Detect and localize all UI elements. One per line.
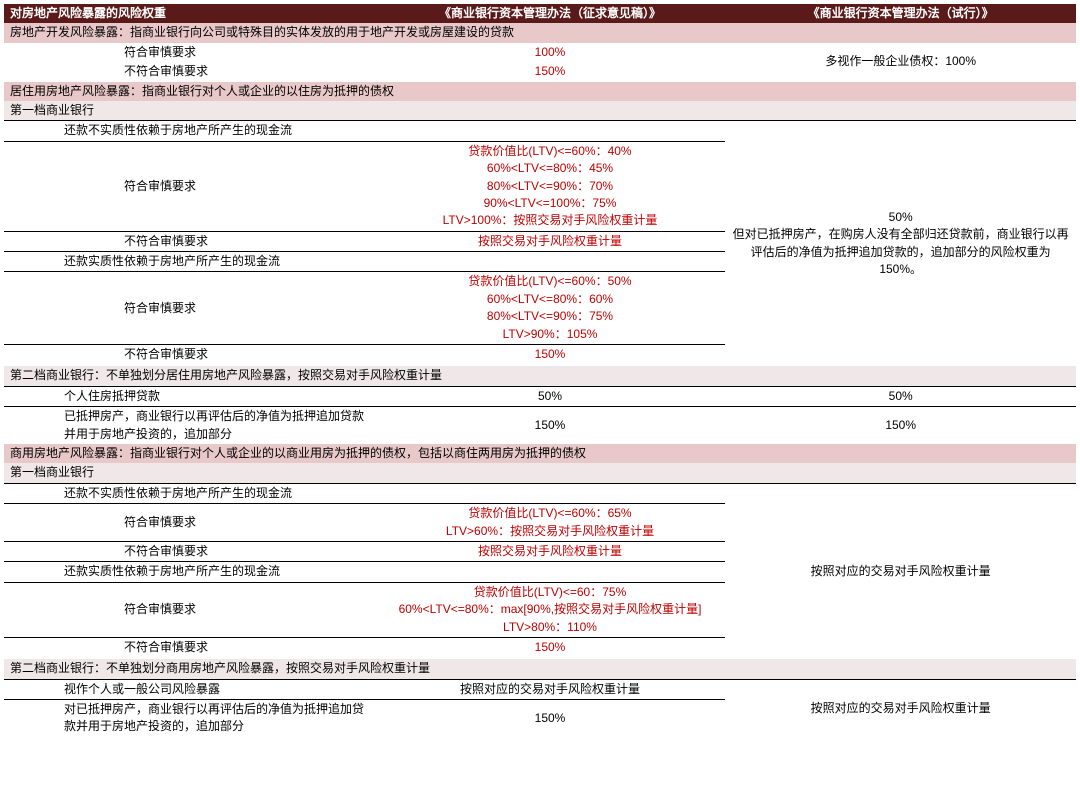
cell-c6-v1: 150%: [375, 700, 726, 737]
cell-c4-v1: 150%: [375, 637, 726, 657]
cell-c6-label: 对已抵押房产，商业银行以再评估后的净值为抵押追加贷款并用于房地产投资的，追加部分: [4, 700, 375, 737]
row-tier2-bank-res: 第二档商业银行：不单独划分居住用房地产风险暴露，按照交易对手风险权重计量: [4, 366, 1076, 386]
cell-b5-v1: 50%: [375, 386, 726, 406]
hdr-col2: 《商业银行资本管理办法（征求意见稿）》: [375, 4, 726, 23]
section-dev-title: 房地产开发风险暴露：指商业银行向公司或特殊目的实体发放的用于地产开发或房屋建设的…: [4, 23, 1076, 42]
row-b-sub1: 还款不实质性依赖于房地产所产生的现金流 50% 但对已抵押房产，在购房人没有全部…: [4, 121, 1076, 141]
section-com-title: 商用房地产风险暴露：指商业银行对个人或企业的以商业用房为抵押的债权，包括以商住两…: [4, 444, 1076, 463]
cell-b6-v1: 150%: [375, 407, 726, 444]
cell-a2-v1: 150%: [375, 62, 726, 81]
table-header: 对房地产风险暴露的风险权重 《商业银行资本管理办法（征求意见稿）》 《商业银行资…: [4, 4, 1076, 23]
cell-c-sub1: 还款不实质性依赖于房地产所产生的现金流: [4, 483, 375, 503]
row-tier2-bank-com: 第二档商业银行：不单独划分商用房地产风险暴露，按照交易对手风险权重计量: [4, 659, 1076, 679]
cell-c4-label: 不符合审慎要求: [4, 637, 375, 657]
cell-tier2-com-label: 第二档商业银行：不单独划分商用房地产风险暴露，按照交易对手风险权重计量: [4, 659, 1076, 679]
cell-b5-label: 个人住房抵押贷款: [4, 386, 375, 406]
cell-b-sub1: 还款不实质性依赖于房地产所产生的现金流: [4, 121, 375, 141]
risk-weight-table: 对房地产风险暴露的风险权重 《商业银行资本管理办法（征求意见稿）》 《商业银行资…: [4, 4, 1076, 737]
cell-c-sub2: 还款实质性依赖于房地产所产生的现金流: [4, 562, 375, 582]
cell-tier1-com-label: 第一档商业银行: [4, 463, 1076, 483]
section-commercial: 商用房地产风险暴露：指商业银行对个人或企业的以商业用房为抵押的债权，包括以商住两…: [4, 444, 1076, 463]
cell-b5-v2: 50%: [725, 386, 1076, 406]
row-b6: 已抵押房产，商业银行以再评估后的净值为抵押追加贷款并用于房地产投资的，追加部分 …: [4, 407, 1076, 444]
cell-tier1-label: 第一档商业银行: [4, 101, 1076, 121]
cell-c2-label: 不符合审慎要求: [4, 541, 375, 561]
cell-b6-label: 已抵押房产，商业银行以再评估后的净值为抵押追加贷款并用于房地产投资的，追加部分: [4, 407, 375, 444]
row-tier1-bank: 第一档商业银行: [4, 101, 1076, 121]
cell-c3-v1: 贷款价值比(LTV)<=60：75% 60%<LTV<=80%：max[90%,…: [375, 582, 726, 637]
cell-c2-v1: 按照交易对手风险权重计量: [375, 541, 726, 561]
row-b5: 个人住房抵押贷款 50% 50%: [4, 386, 1076, 406]
row-tier1-bank-com: 第一档商业银行: [4, 463, 1076, 483]
cell-b6-v2: 150%: [725, 407, 1076, 444]
section-residential: 居住用房地产风险暴露：指商业银行对个人或企业的以住房为抵押的债权: [4, 82, 1076, 101]
cell-c1-label: 符合审慎要求: [4, 504, 375, 542]
cell-b1-v1: 贷款价值比(LTV)<=60%：40% 60%<LTV<=80%：45% 80%…: [375, 141, 726, 231]
cell-b3-label: 符合审慎要求: [4, 272, 375, 345]
cell-b4-v1: 150%: [375, 345, 726, 365]
cell-c5-v1: 按照对应的交易对手风险权重计量: [375, 679, 726, 699]
cell-c3-label: 符合审慎要求: [4, 582, 375, 637]
row-c-sub1: 还款不实质性依赖于房地产所产生的现金流 按照对应的交易对手风险权重计量: [4, 483, 1076, 503]
cell-b-right: 50% 但对已抵押房产，在购房人没有全部归还贷款前，商业银行以再评估后的净值为抵…: [725, 121, 1076, 367]
cell-a1-v1: 100%: [375, 43, 726, 62]
cell-c5-label: 视作个人或一般公司风险暴露: [4, 679, 375, 699]
cell-b4-label: 不符合审慎要求: [4, 345, 375, 365]
section-dev-exposure: 房地产开发风险暴露：指商业银行向公司或特殊目的实体发放的用于地产开发或房屋建设的…: [4, 23, 1076, 42]
cell-b2-label: 不符合审慎要求: [4, 231, 375, 251]
row-c5: 视作个人或一般公司风险暴露 按照对应的交易对手风险权重计量 按照对应的交易对手风…: [4, 679, 1076, 699]
cell-tier2-res-label: 第二档商业银行：不单独划分居住用房地产风险暴露，按照交易对手风险权重计量: [4, 366, 1076, 386]
cell-b-sub2: 还款实质性依赖于房地产所产生的现金流: [4, 252, 375, 272]
cell-c1-v1: 贷款价值比(LTV)<=60%：65% LTV>60%：按照交易对手风险权重计量: [375, 504, 726, 542]
section-res-title: 居住用房地产风险暴露：指商业银行对个人或企业的以住房为抵押的债权: [4, 82, 1076, 101]
hdr-col3: 《商业银行资本管理办法（试行）》: [725, 4, 1076, 23]
cell-c-right1: 按照对应的交易对手风险权重计量: [725, 483, 1076, 659]
cell-c-right2: 按照对应的交易对手风险权重计量: [725, 679, 1076, 737]
row-a1: 符合审慎要求 100% 多视作一般企业债权：100%: [4, 43, 1076, 62]
cell-b1-label: 符合审慎要求: [4, 141, 375, 231]
hdr-col1: 对房地产风险暴露的风险权重: [4, 4, 375, 23]
cell-b3-v1: 贷款价值比(LTV)<=60%：50% 60%<LTV<=80%：60% 80%…: [375, 272, 726, 345]
cell-a-right: 多视作一般企业债权：100%: [725, 43, 1076, 82]
cell-a2-label: 不符合审慎要求: [4, 62, 375, 81]
cell-a1-label: 符合审慎要求: [4, 43, 375, 62]
cell-b2-v1: 按照交易对手风险权重计量: [375, 231, 726, 251]
